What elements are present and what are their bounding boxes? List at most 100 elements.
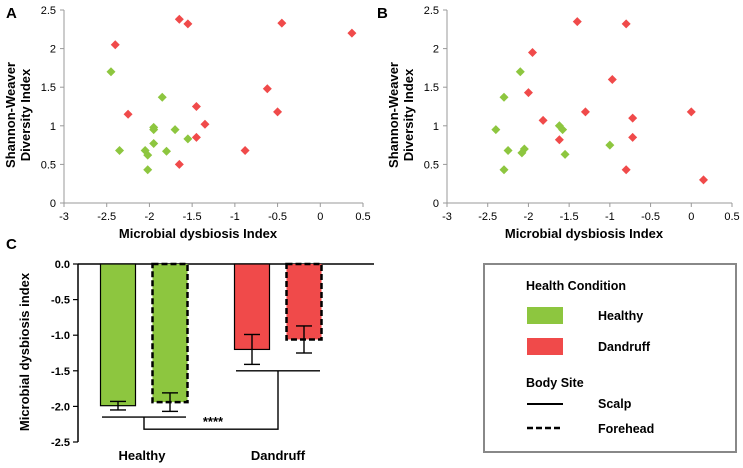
- panel-b-x-tick-label: -2.5: [478, 211, 497, 223]
- legend-label-forehead: Forehead: [598, 422, 654, 436]
- panel-a-point-dandruff: [191, 132, 201, 142]
- legend-label-healthy: Healthy: [598, 309, 643, 323]
- legend-label-scalp: Scalp: [598, 397, 632, 411]
- panel-b-y-tick-label: 1: [433, 121, 439, 133]
- panel-c-letter: C: [6, 236, 17, 253]
- panel-a-x-axis-label: Microbial dysbiosis Index: [119, 226, 278, 241]
- panel-a-x-tick-label: -1: [230, 211, 240, 223]
- panel-b-point-healthy: [605, 140, 615, 150]
- panel-a-point-dandruff: [262, 84, 272, 94]
- panel-a-point-dandruff: [277, 18, 287, 28]
- panel-c-bar-chart: C 0.0 -0.5 -1.0 -1.5 -2.0 -2.5 Microbial dysb…: [6, 236, 374, 463]
- panel-b-point-dandruff: [523, 88, 533, 98]
- panel-b-point-healthy: [558, 125, 568, 135]
- panel-c-y-tick-label: -0.5: [51, 295, 70, 307]
- panel-b-scatter: B -3 -2.5 -2 -1.5 -1 -0.5 0 0.5 0 0.5 1 1.5 2 2.5 Mic…: [377, 5, 740, 241]
- panel-c-y-tick-label: -2.5: [51, 437, 70, 449]
- legend-swatch-healthy: [527, 307, 563, 324]
- panel-a-point-healthy: [170, 125, 180, 135]
- panel-b-point-dandruff: [621, 19, 631, 29]
- legend-label-dandruff: Dandruff: [598, 340, 651, 354]
- panel-a-point-healthy: [106, 67, 116, 77]
- panel-c-category-healthy: Healthy: [119, 448, 167, 463]
- panel-b-point-dandruff: [528, 47, 537, 57]
- panel-a-point-dandruff: [191, 102, 201, 111]
- panel-a-x-tick-label: 0.5: [355, 211, 370, 223]
- panel-a-y-tick-label: 0.5: [41, 159, 56, 171]
- panel-a-y-tick-label: 0: [50, 198, 56, 210]
- panel-b-y-tick-label: 0: [433, 198, 439, 210]
- panel-b-letter: B: [377, 5, 388, 22]
- panel-c-category-dandruff: Dandruff: [251, 448, 306, 463]
- panel-a-y-tick-label: 1.5: [41, 82, 56, 94]
- panel-a-point-dandruff: [123, 109, 133, 119]
- legend-site-title: Body Site: [526, 376, 584, 390]
- panel-a-point-dandruff: [110, 40, 120, 50]
- panel-a-point-dandruff: [273, 107, 283, 117]
- legend-title: Health Condition: [526, 279, 626, 293]
- panel-b-point-healthy: [499, 165, 509, 175]
- panel-a-point-healthy: [149, 125, 159, 135]
- panel-a-point-dandruff: [174, 159, 184, 169]
- panel-b-x-tick-label: -0.5: [641, 211, 660, 223]
- panel-b-y-axis-label-line1: Shannon-Weaver: [386, 62, 401, 168]
- panel-a-point-healthy: [149, 139, 159, 149]
- legend-box: [483, 263, 737, 453]
- panel-a-letter: A: [6, 5, 17, 22]
- panel-a-x-tick-label: -0.5: [268, 211, 287, 223]
- panel-b-x-tick-label: 0.5: [724, 211, 739, 223]
- panel-a-y-axis-label-line1: Shannon-Weaver: [3, 62, 18, 168]
- panel-a-y-tick-label: 2.5: [41, 5, 56, 17]
- panel-c-y-tick-label: -2.0: [51, 401, 70, 413]
- panel-a-x-tick-label: -2.5: [97, 211, 116, 223]
- panel-b-point-dandruff: [628, 132, 638, 142]
- panel-b-point-healthy: [499, 92, 509, 102]
- panel-a-point-dandruff: [240, 146, 250, 156]
- panel-b-x-tick-label: -2: [524, 211, 534, 223]
- panel-b-point-dandruff: [699, 175, 708, 185]
- panel-c-y-tick-label: -1.5: [51, 366, 70, 378]
- panel-a-point-dandruff: [174, 14, 184, 24]
- panel-b-point-healthy: [519, 144, 529, 154]
- panel-b-point-dandruff: [572, 17, 582, 27]
- panel-b-point-dandruff: [686, 107, 696, 117]
- panel-c-y-tick-label: -1.0: [51, 330, 70, 342]
- panel-a-point-dandruff: [183, 19, 193, 29]
- panel-a-point-healthy: [157, 92, 167, 102]
- panel-a-x-tick-label: -2: [145, 211, 155, 223]
- panel-a-point-healthy: [162, 146, 172, 156]
- panel-b-point-dandruff: [554, 135, 564, 145]
- panel-a-x-tick-label: -1.5: [183, 211, 202, 223]
- panel-b-y-tick-label: 1.5: [424, 82, 439, 94]
- panel-a-point-healthy: [183, 134, 193, 144]
- legend-swatch-dandruff: [527, 338, 563, 355]
- panel-a-point-healthy: [143, 150, 153, 160]
- panel-a-y-tick-label: 1: [50, 121, 56, 133]
- panel-b-point-healthy: [491, 125, 501, 135]
- legend: Health Condition Healthy Dandruff Body S…: [483, 263, 737, 453]
- panel-a-x-tick-label: 0: [317, 211, 323, 223]
- panel-b-point-healthy: [503, 146, 513, 156]
- panel-a-point-healthy: [143, 165, 153, 175]
- panel-b-point-healthy: [560, 149, 570, 159]
- panel-b-point-healthy: [515, 67, 525, 77]
- panel-b-x-tick-label: 0: [688, 211, 694, 223]
- panel-b-point-dandruff: [628, 113, 638, 123]
- bar-healthy-scalp: [99, 263, 137, 407]
- panel-a-x-tick-label: -3: [59, 211, 69, 223]
- panel-b-point-dandruff: [621, 165, 631, 175]
- panel-b-y-tick-label: 0.5: [424, 159, 439, 171]
- panel-b-point-dandruff: [607, 74, 617, 84]
- panel-b-x-tick-label: -3: [442, 211, 452, 223]
- panel-b-x-tick-label: -1.5: [560, 211, 579, 223]
- panel-c-y-tick-label: 0.0: [55, 259, 70, 271]
- panel-a-point-healthy: [115, 146, 125, 156]
- panel-a-scatter: A -3 -2.5 -2 -1.5 -1 -0.5 0 0.5 0 0.5 1 1.5 2 2.5 Mic…: [3, 5, 371, 241]
- panel-b-point-dandruff: [580, 107, 590, 117]
- panel-b-y-axis-label-line2: Diversity Index: [401, 68, 416, 161]
- significance-label: ****: [203, 414, 224, 429]
- panel-b-y-tick-label: 2: [433, 44, 439, 56]
- panel-c-y-axis-label: Microbial dysbiosis index: [17, 272, 32, 431]
- panel-a-y-axis-label-line2: Diversity Index: [18, 68, 33, 161]
